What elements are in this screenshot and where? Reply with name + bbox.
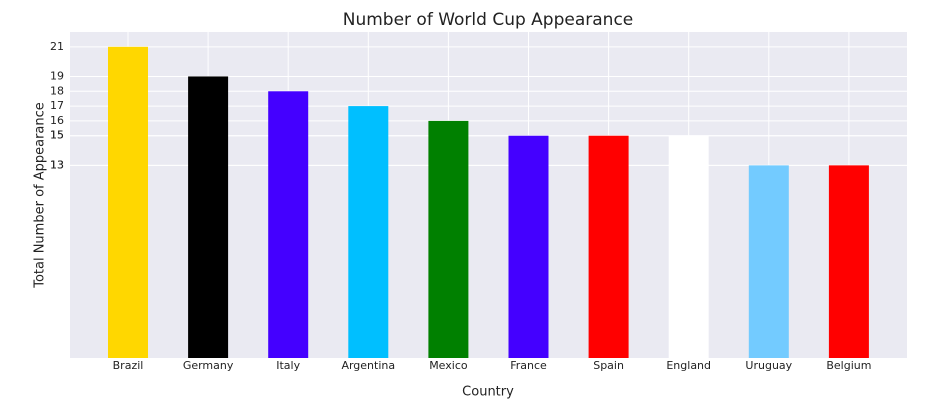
bar xyxy=(348,106,389,358)
y-tick-label: 15 xyxy=(50,129,64,142)
bar xyxy=(828,165,869,358)
x-tick-label: Germany xyxy=(183,359,234,372)
bar xyxy=(748,165,789,358)
y-axis-label: Total Number of Appearance xyxy=(33,102,48,289)
y-tick-label: 15 xyxy=(50,129,64,142)
bar xyxy=(268,91,309,358)
x-tick-label: Italy xyxy=(276,359,300,372)
x-tick-label: England xyxy=(666,359,711,372)
bar xyxy=(188,76,229,359)
bar xyxy=(108,46,148,359)
chart-title: Number of World Cup Appearance xyxy=(343,10,634,30)
x-tick-label: Argentina xyxy=(341,359,395,372)
bar xyxy=(668,135,709,358)
y-tick-label: 13 xyxy=(50,158,64,171)
y-tick-label: 19 xyxy=(50,69,64,82)
y-tick-label: 13 xyxy=(50,158,64,171)
x-tick-label: Uruguay xyxy=(745,359,792,372)
x-tick-label: Mexico xyxy=(429,359,468,372)
y-tick-label: 21 xyxy=(50,40,64,53)
x-tick-label: Belgium xyxy=(826,359,871,372)
x-tick-label: Brazil xyxy=(113,359,144,372)
bar xyxy=(428,120,469,358)
y-tick-label: 18 xyxy=(50,84,64,97)
x-tick-label: France xyxy=(510,359,547,372)
x-axis-label: Country xyxy=(462,385,514,400)
bar xyxy=(508,135,549,358)
x-tick-label: Spain xyxy=(593,359,624,372)
y-tick-label: 16 xyxy=(50,114,64,127)
bar xyxy=(588,135,629,358)
y-tick-label: 17 xyxy=(50,99,64,112)
